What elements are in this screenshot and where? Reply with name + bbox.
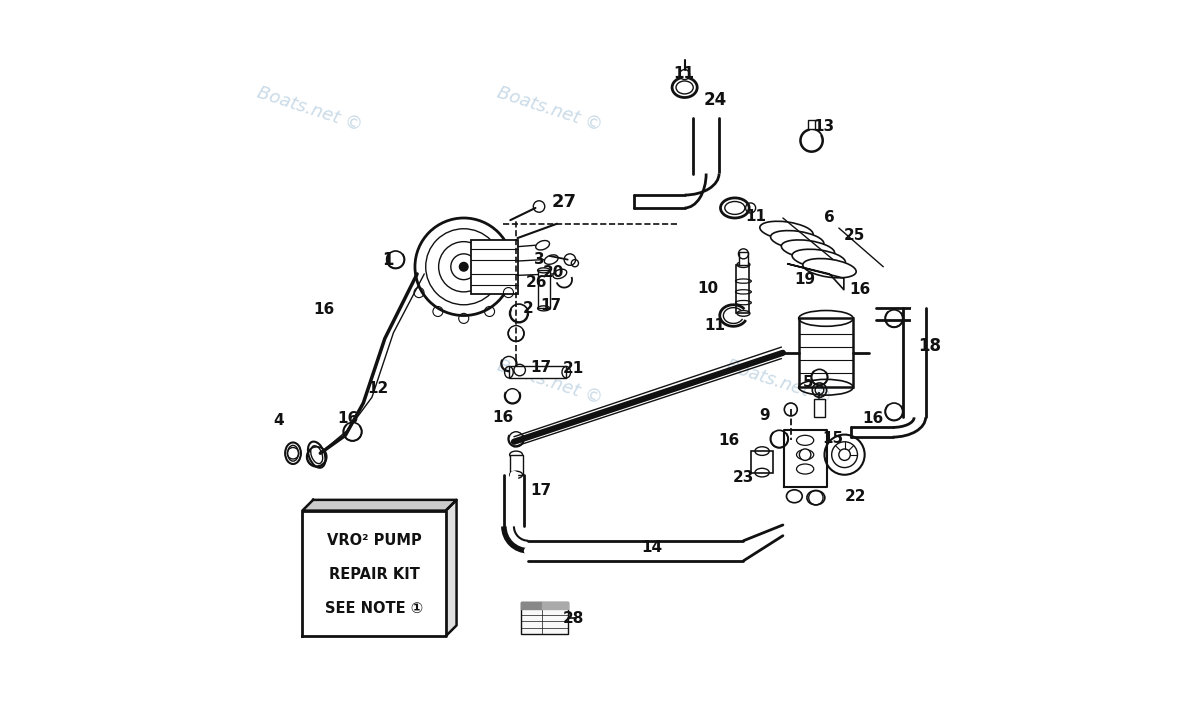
Text: 14: 14 xyxy=(642,541,662,555)
Text: 16: 16 xyxy=(337,411,358,426)
Text: SEE NOTE ①: SEE NOTE ① xyxy=(325,601,424,616)
Text: 9: 9 xyxy=(760,408,770,423)
Ellipse shape xyxy=(770,230,824,250)
Text: 15: 15 xyxy=(822,431,844,446)
Text: 16: 16 xyxy=(862,411,883,426)
Polygon shape xyxy=(784,430,827,487)
Text: 1: 1 xyxy=(383,251,394,269)
Circle shape xyxy=(679,70,690,80)
Text: 26: 26 xyxy=(526,275,547,290)
Bar xyxy=(538,270,550,308)
Text: 25: 25 xyxy=(844,228,865,243)
Text: 16: 16 xyxy=(492,410,514,425)
Text: Boats.net ©: Boats.net © xyxy=(254,84,365,135)
Bar xyxy=(808,120,815,129)
Ellipse shape xyxy=(792,249,846,269)
Bar xyxy=(739,252,748,265)
Text: 22: 22 xyxy=(845,489,866,504)
Polygon shape xyxy=(542,602,568,609)
Bar xyxy=(521,602,568,634)
Text: 12: 12 xyxy=(367,381,389,396)
Bar xyxy=(509,366,566,378)
Circle shape xyxy=(460,263,468,271)
Text: 27: 27 xyxy=(552,193,577,211)
Text: 2: 2 xyxy=(523,301,534,316)
Text: Boats.net ©: Boats.net © xyxy=(494,84,605,135)
Text: 5: 5 xyxy=(803,375,814,390)
Text: 16: 16 xyxy=(313,302,335,318)
Text: 10: 10 xyxy=(697,281,718,296)
Bar xyxy=(814,400,826,418)
Bar xyxy=(510,454,522,474)
Bar xyxy=(751,451,773,472)
Text: 13: 13 xyxy=(814,119,834,134)
Text: 28: 28 xyxy=(563,611,584,626)
Circle shape xyxy=(799,449,811,460)
Bar xyxy=(470,240,517,294)
Bar xyxy=(737,265,749,313)
Text: Boats.net ©: Boats.net © xyxy=(494,356,605,407)
Bar xyxy=(799,318,853,387)
Text: 21: 21 xyxy=(563,361,584,376)
Text: 19: 19 xyxy=(794,272,815,287)
Polygon shape xyxy=(445,500,456,636)
Text: REPAIR KIT: REPAIR KIT xyxy=(329,567,420,582)
Text: VRO² PUMP: VRO² PUMP xyxy=(326,534,421,548)
Text: 11: 11 xyxy=(673,66,695,81)
Polygon shape xyxy=(521,602,542,609)
Text: 16: 16 xyxy=(719,433,739,448)
Text: 3: 3 xyxy=(534,252,545,267)
Ellipse shape xyxy=(781,240,835,259)
Polygon shape xyxy=(788,264,844,289)
Text: 11: 11 xyxy=(704,318,725,333)
Text: Boats.net ©: Boats.net © xyxy=(725,356,834,407)
Ellipse shape xyxy=(803,258,856,278)
Text: 24: 24 xyxy=(703,91,726,109)
Text: 11: 11 xyxy=(745,209,766,224)
Polygon shape xyxy=(302,510,445,636)
Text: 16: 16 xyxy=(850,282,870,297)
Text: 4: 4 xyxy=(274,413,284,428)
Text: 23: 23 xyxy=(733,470,754,485)
Polygon shape xyxy=(302,500,456,510)
Text: 17: 17 xyxy=(530,360,552,374)
Text: 6: 6 xyxy=(824,210,835,225)
Ellipse shape xyxy=(760,221,814,240)
Text: 17: 17 xyxy=(530,483,552,498)
Text: 17: 17 xyxy=(541,298,562,313)
Text: 18: 18 xyxy=(918,337,942,355)
Text: 20: 20 xyxy=(542,265,564,280)
